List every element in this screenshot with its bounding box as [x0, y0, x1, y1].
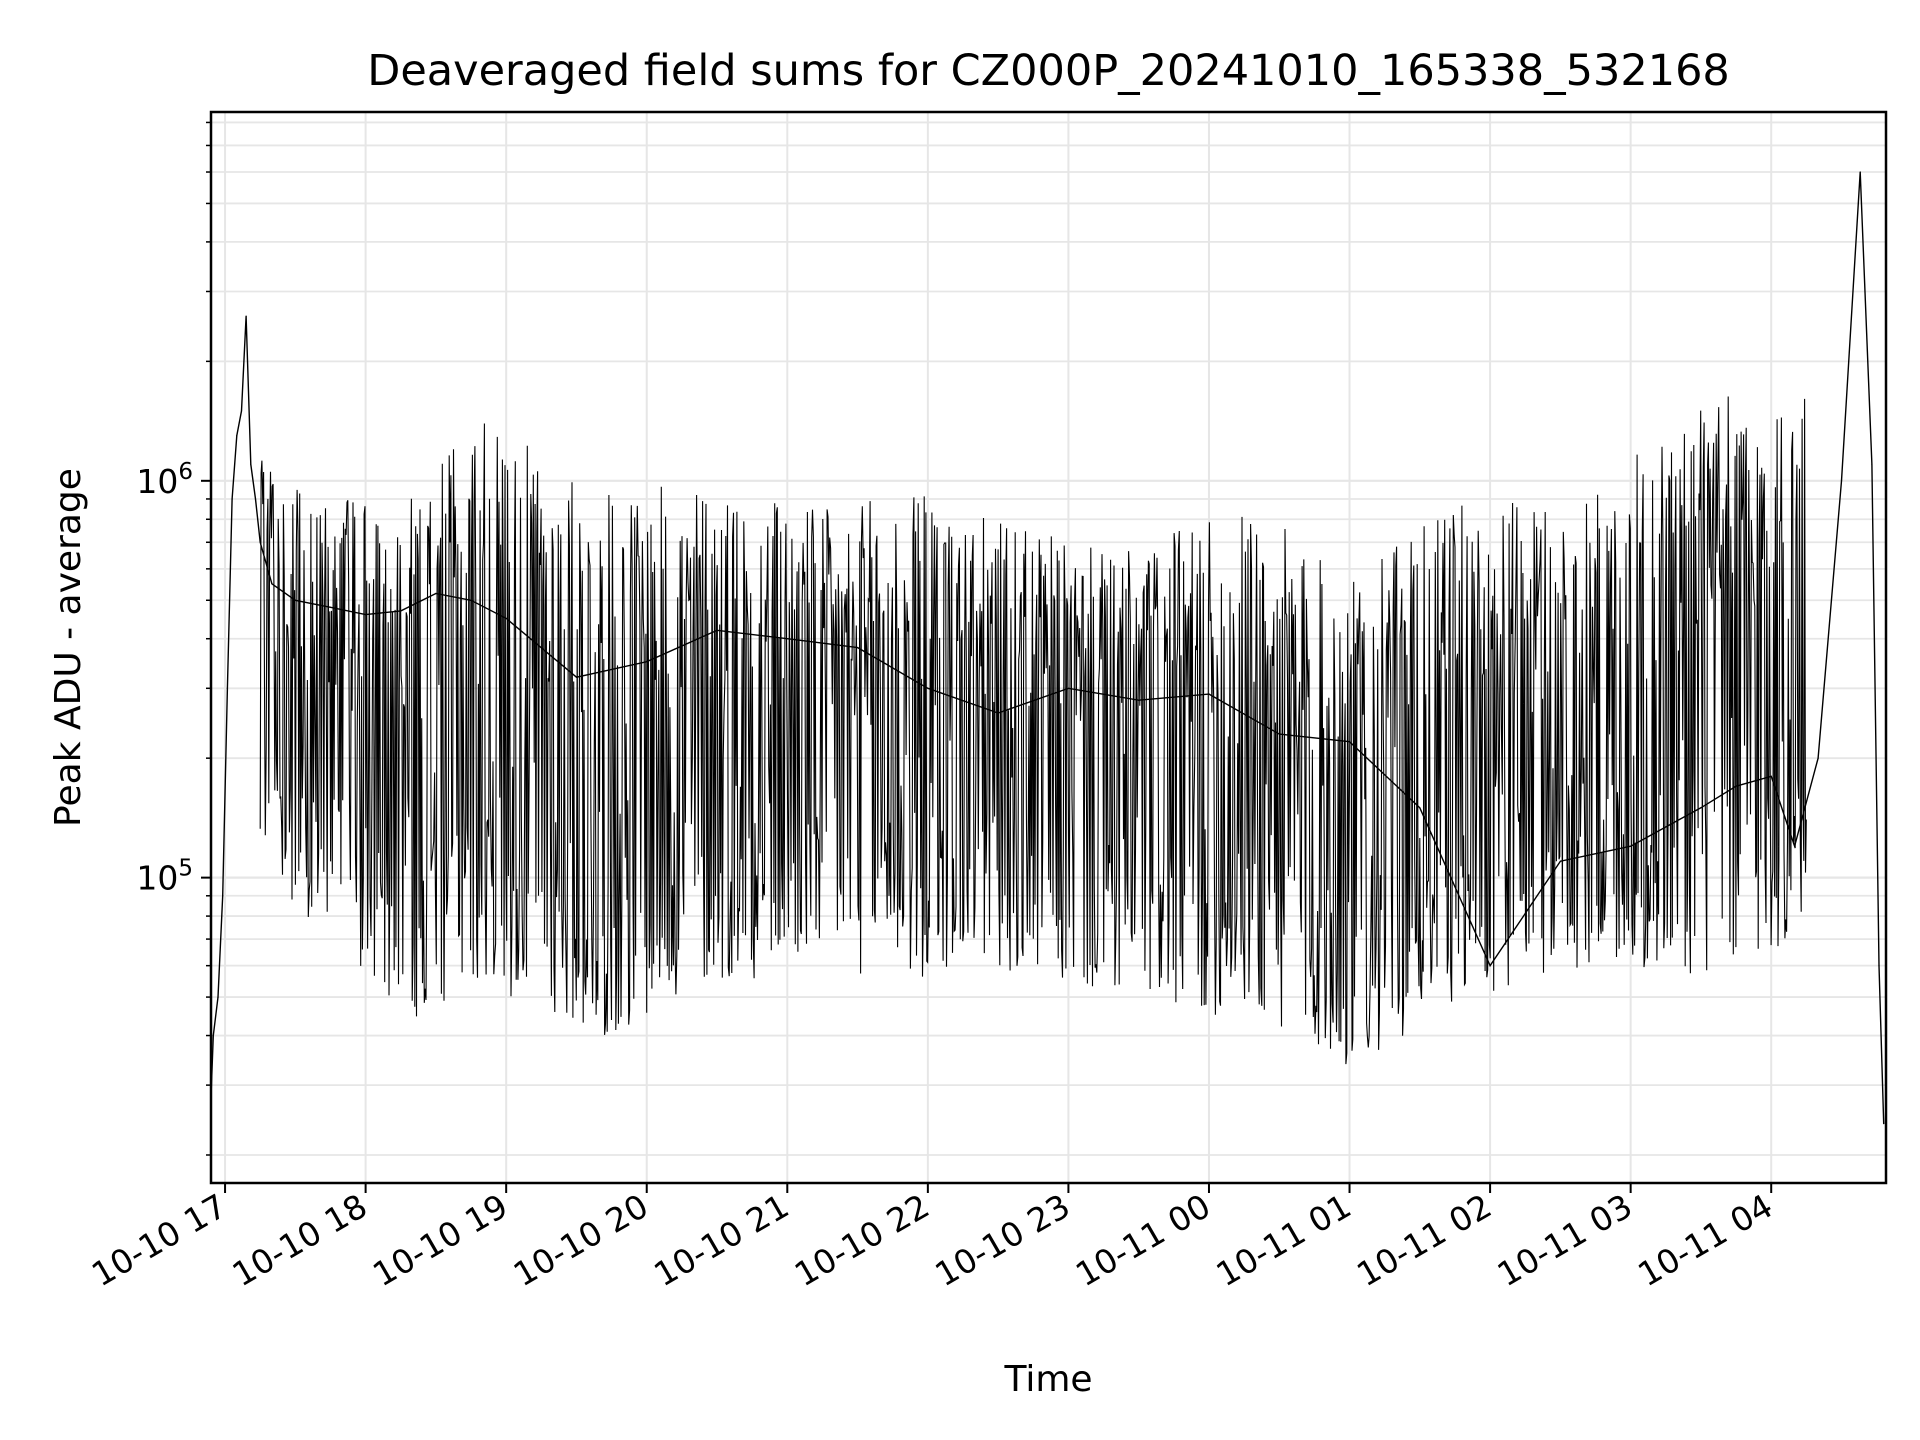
y-tick-base: 10: [136, 462, 178, 501]
data-point: [1817, 757, 1819, 759]
plot-frame: [209, 110, 1888, 1185]
data-point: [329, 606, 332, 608]
data-point: [1489, 965, 1491, 967]
data-point: [236, 435, 238, 437]
data-point: [1794, 845, 1796, 847]
x-tick-label: 10-10 22: [788, 1186, 936, 1294]
x-tick-label: 10-10 23: [928, 1186, 1076, 1294]
data-point: [505, 617, 507, 620]
data-point: [1138, 699, 1140, 701]
y-axis-label: Peak ADU - average: [48, 468, 89, 827]
y-tick-base: 10: [136, 859, 178, 898]
data-point: [1559, 860, 1561, 862]
data-point: [245, 315, 247, 317]
data-point: [259, 541, 261, 543]
series-line: [210, 171, 1885, 1124]
grid-layer: [211, 112, 1886, 1183]
data-point: [857, 647, 859, 649]
data-point: [435, 592, 437, 595]
x-tick-label: 10-10 19: [366, 1186, 514, 1294]
data-point: [1700, 807, 1702, 809]
data-point: [1878, 965, 1880, 967]
data-point: [1871, 463, 1873, 465]
x-tick-label: 10-10 18: [226, 1186, 374, 1294]
x-tick-label: 10-11 01: [1210, 1186, 1358, 1294]
x-tick-label: 10-11 02: [1350, 1186, 1498, 1294]
data-point: [254, 498, 257, 500]
data-point: [1278, 733, 1280, 735]
data-point: [1419, 807, 1421, 809]
noise-trace: [259, 396, 1807, 1065]
data-point: [575, 676, 578, 678]
x-tick-label: 10-10 21: [647, 1186, 795, 1294]
data-point: [231, 498, 233, 500]
data-point: [226, 687, 228, 689]
x-tick-label: 10-11 04: [1631, 1186, 1779, 1294]
data-point: [646, 661, 648, 663]
data-point: [470, 599, 472, 601]
y-tick-label: 106: [136, 459, 193, 501]
x-tick-label: 10-11 00: [1069, 1186, 1217, 1294]
data-point: [1208, 693, 1210, 695]
data-point: [786, 638, 788, 640]
data-point: [250, 463, 252, 465]
data-point: [1859, 171, 1861, 173]
data-point: [1630, 845, 1632, 847]
data-point: [927, 687, 929, 689]
data-point: [217, 996, 219, 998]
data-point: [365, 614, 367, 616]
data-point: [294, 599, 296, 601]
data-point: [1770, 775, 1772, 777]
noise-envelope: [259, 396, 1807, 1065]
x-tick-label: 10-10 17: [85, 1186, 233, 1294]
data-point: [997, 712, 999, 714]
data-point: [400, 610, 402, 612]
data-point: [1883, 1123, 1885, 1125]
data-point: [1348, 741, 1351, 743]
data-point: [222, 895, 224, 897]
data-point: [1067, 687, 1069, 689]
y-tick-exponent: 6: [178, 459, 193, 485]
data-point: [212, 1034, 214, 1037]
chart-title: Deaveraged field sums for CZ000P_2024101…: [367, 46, 1730, 96]
data-point: [240, 410, 243, 412]
data-point: [716, 629, 718, 631]
y-tick-exponent: 5: [178, 856, 193, 882]
data-point: [1735, 785, 1737, 787]
data-point: [1840, 480, 1843, 482]
y-tick-label: 105: [136, 856, 193, 898]
data-point: [271, 583, 273, 585]
x-tick-label: 10-11 03: [1491, 1186, 1639, 1294]
x-tick-label: 10-10 20: [507, 1186, 655, 1294]
x-axis-label: Time: [1003, 1359, 1092, 1400]
